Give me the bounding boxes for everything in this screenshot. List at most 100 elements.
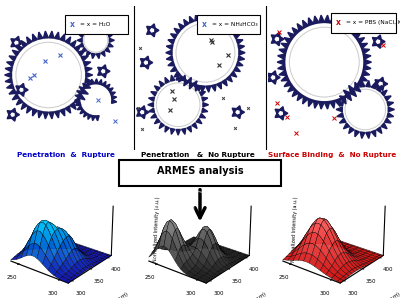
Polygon shape xyxy=(108,43,113,47)
Polygon shape xyxy=(288,32,295,39)
Polygon shape xyxy=(276,75,280,80)
Polygon shape xyxy=(239,50,245,55)
Text: x: x xyxy=(336,18,341,27)
Polygon shape xyxy=(232,108,237,113)
Polygon shape xyxy=(372,41,377,46)
Polygon shape xyxy=(217,16,221,23)
Polygon shape xyxy=(379,77,384,82)
Polygon shape xyxy=(80,109,85,114)
Polygon shape xyxy=(377,35,381,40)
Polygon shape xyxy=(140,62,145,67)
Polygon shape xyxy=(77,91,82,95)
Polygon shape xyxy=(236,114,241,119)
Polygon shape xyxy=(192,81,197,87)
Polygon shape xyxy=(165,126,169,132)
Polygon shape xyxy=(364,59,372,65)
Polygon shape xyxy=(5,67,12,72)
Y-axis label: $\lambda_{em}$ (nm): $\lambda_{em}$ (nm) xyxy=(376,290,400,298)
Polygon shape xyxy=(196,119,202,124)
Polygon shape xyxy=(78,43,84,47)
Polygon shape xyxy=(277,59,285,65)
Polygon shape xyxy=(141,106,145,110)
Polygon shape xyxy=(190,82,194,89)
Polygon shape xyxy=(377,44,381,48)
Polygon shape xyxy=(200,114,206,118)
Polygon shape xyxy=(75,98,80,102)
Polygon shape xyxy=(226,24,232,30)
Polygon shape xyxy=(7,114,12,119)
Polygon shape xyxy=(78,50,85,56)
Polygon shape xyxy=(84,84,91,88)
Polygon shape xyxy=(96,22,100,27)
Polygon shape xyxy=(11,39,16,43)
Polygon shape xyxy=(109,38,114,42)
Polygon shape xyxy=(284,38,292,44)
Polygon shape xyxy=(154,86,160,91)
Polygon shape xyxy=(77,106,82,110)
Polygon shape xyxy=(381,90,387,96)
Polygon shape xyxy=(178,76,184,82)
Polygon shape xyxy=(148,97,154,101)
Polygon shape xyxy=(372,38,377,42)
Polygon shape xyxy=(211,85,216,91)
Polygon shape xyxy=(159,123,164,128)
FancyBboxPatch shape xyxy=(197,15,260,34)
Polygon shape xyxy=(112,100,117,103)
Polygon shape xyxy=(170,34,177,39)
FancyBboxPatch shape xyxy=(65,15,128,34)
Polygon shape xyxy=(279,115,284,120)
Circle shape xyxy=(156,83,200,127)
Polygon shape xyxy=(174,71,180,77)
Polygon shape xyxy=(16,112,20,117)
Polygon shape xyxy=(170,75,175,81)
Polygon shape xyxy=(11,117,16,121)
Polygon shape xyxy=(238,45,244,49)
Polygon shape xyxy=(182,128,186,134)
Polygon shape xyxy=(268,73,272,78)
Polygon shape xyxy=(281,75,289,81)
Polygon shape xyxy=(43,112,48,119)
Polygon shape xyxy=(32,34,37,41)
Polygon shape xyxy=(376,86,382,92)
Polygon shape xyxy=(12,94,19,100)
Polygon shape xyxy=(236,61,243,66)
Polygon shape xyxy=(98,67,102,72)
Polygon shape xyxy=(9,89,16,94)
Polygon shape xyxy=(222,19,227,26)
Polygon shape xyxy=(336,107,342,112)
Circle shape xyxy=(290,27,359,97)
Polygon shape xyxy=(324,102,330,109)
Polygon shape xyxy=(330,100,335,108)
Polygon shape xyxy=(86,72,93,77)
Polygon shape xyxy=(94,79,98,84)
Polygon shape xyxy=(108,34,113,38)
Text: x: x xyxy=(70,20,74,29)
Polygon shape xyxy=(6,62,14,66)
Polygon shape xyxy=(196,86,202,91)
Polygon shape xyxy=(154,119,160,124)
Polygon shape xyxy=(340,20,346,28)
Polygon shape xyxy=(170,66,177,72)
Polygon shape xyxy=(21,103,27,109)
Polygon shape xyxy=(211,14,216,21)
Polygon shape xyxy=(268,77,272,82)
FancyBboxPatch shape xyxy=(331,13,396,33)
Polygon shape xyxy=(353,32,361,39)
Polygon shape xyxy=(314,16,319,24)
Polygon shape xyxy=(195,85,200,91)
Polygon shape xyxy=(345,93,352,101)
Polygon shape xyxy=(272,79,276,84)
Text: Penetration  &  Rupture: Penetration & Rupture xyxy=(17,152,115,158)
Polygon shape xyxy=(155,28,159,33)
Polygon shape xyxy=(344,90,350,96)
Polygon shape xyxy=(77,38,82,42)
Polygon shape xyxy=(82,28,86,33)
Polygon shape xyxy=(387,113,394,117)
Text: x: x xyxy=(202,20,206,29)
Polygon shape xyxy=(101,24,105,30)
Polygon shape xyxy=(230,28,237,34)
Polygon shape xyxy=(324,15,330,23)
Polygon shape xyxy=(387,102,394,106)
Polygon shape xyxy=(271,35,276,39)
Polygon shape xyxy=(335,18,340,26)
